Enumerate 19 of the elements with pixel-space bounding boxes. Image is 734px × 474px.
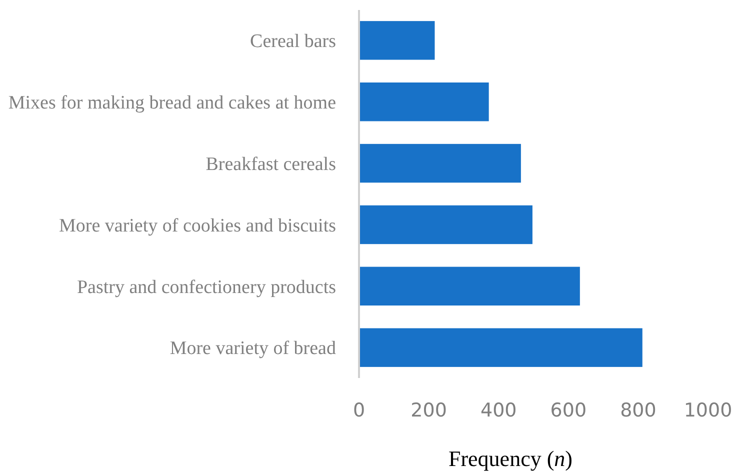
- y-tick-label: More variety of cookies and biscuits: [58, 215, 336, 236]
- x-tick-label: 0: [352, 399, 366, 422]
- bar: [359, 21, 435, 60]
- bar: [359, 205, 532, 244]
- bar: [359, 144, 521, 183]
- y-tick-label: More variety of bread: [170, 338, 336, 360]
- y-tick-label: Cereal bars: [250, 31, 336, 52]
- y-tick-label: Pastry and confectionery products: [76, 276, 336, 298]
- bar: [359, 266, 580, 306]
- x-tick-label: 600: [550, 399, 587, 422]
- y-tick-label: Breakfast cereals: [206, 154, 336, 175]
- x-axis-title: Frequency (n): [448, 446, 573, 471]
- x-tick-label: 400: [480, 399, 517, 422]
- y-tick-label: Mixes for making bread and cakes at home: [8, 92, 336, 114]
- x-tick-label: 800: [620, 399, 656, 422]
- x-tick-label: 1000: [684, 399, 732, 422]
- x-tick-label: 200: [410, 399, 447, 422]
- bar: [359, 328, 642, 367]
- bar: [359, 82, 489, 122]
